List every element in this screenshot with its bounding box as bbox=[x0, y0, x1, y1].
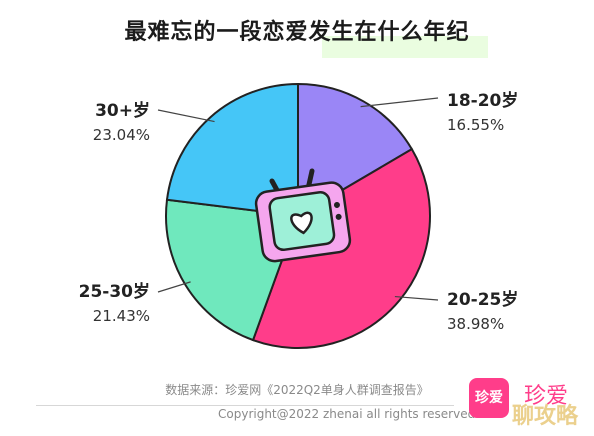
leader-line-30+岁 bbox=[157, 109, 215, 123]
slice-value-20-25岁: 38.98% bbox=[447, 315, 504, 333]
slice-label-25-30岁: 25-30岁 bbox=[79, 281, 150, 302]
data-source: 数据来源：珍爱网《2022Q2单身人群调查报告》 bbox=[165, 383, 429, 397]
slice-value-18-20岁: 16.55% bbox=[447, 116, 504, 134]
slice-value-25-30岁: 21.43% bbox=[93, 307, 150, 325]
tv-heart-icon bbox=[254, 168, 352, 263]
slice-label-18-20岁: 18-20岁 bbox=[447, 90, 518, 111]
footer-divider bbox=[36, 405, 454, 406]
zhenai-logo-badge: 珍爱 bbox=[469, 378, 509, 418]
watermark: 聊攻略 bbox=[512, 404, 579, 429]
slice-label-30+岁: 30+岁 bbox=[95, 100, 150, 121]
leader-line-25-30岁 bbox=[157, 281, 191, 293]
pie-slice-30+岁 bbox=[165, 82, 299, 218]
leader-line-18-20岁 bbox=[360, 97, 439, 108]
slice-label-20-25岁: 20-25岁 bbox=[447, 289, 518, 310]
leader-line-20-25岁 bbox=[394, 295, 439, 301]
chart-title: 最难忘的一段恋爱发生在什么年纪 bbox=[124, 20, 470, 45]
slice-value-30+岁: 23.04% bbox=[93, 126, 150, 144]
title-highlight bbox=[322, 36, 488, 58]
copyright-text: Copyright@2022 zhenai all rights reserve… bbox=[218, 407, 476, 421]
zhenai-logo-text: 珍爱 bbox=[524, 384, 569, 409]
